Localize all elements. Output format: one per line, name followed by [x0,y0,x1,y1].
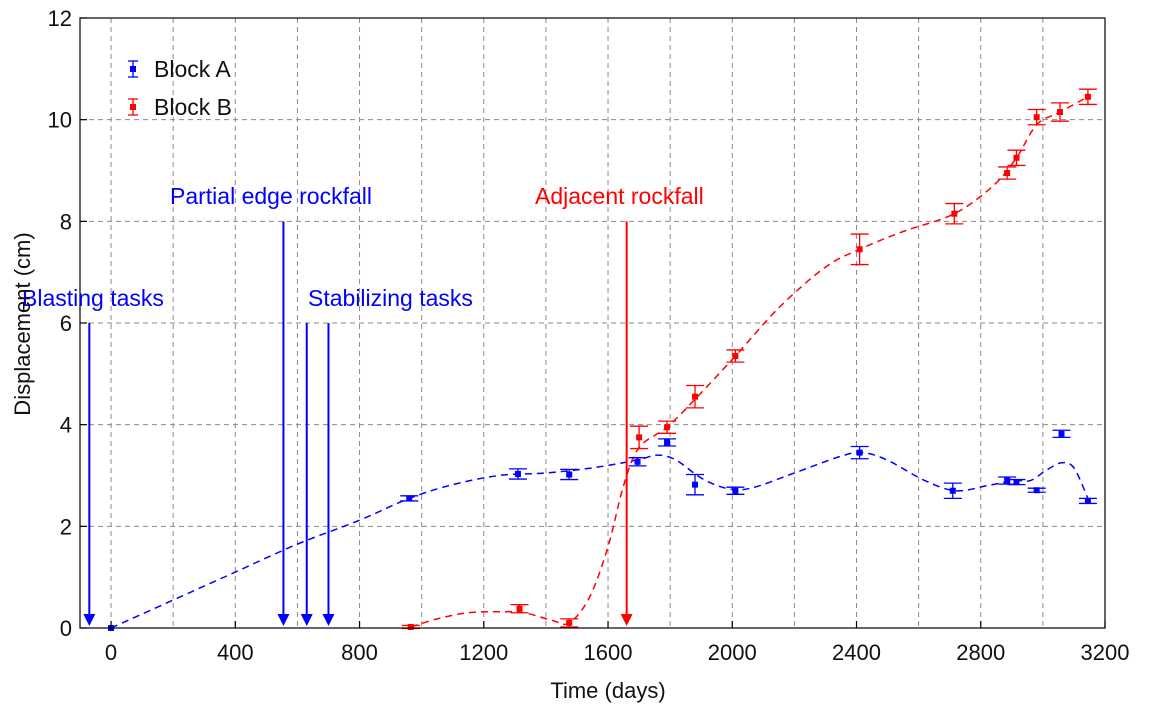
x-tick-label: 400 [217,640,254,665]
legend-label: Block B [154,94,232,120]
data-point [1078,88,1097,106]
point-marker [566,619,573,626]
point-marker [1033,487,1040,494]
annotation-label: Stabilizing tasks [308,285,473,311]
legend: Block A Block B [128,56,232,120]
point-marker [634,458,641,465]
point-marker [664,424,671,431]
data-point [850,233,869,266]
trend-line [110,451,1089,629]
annotation-label: Partial edge rockfall [170,183,372,209]
data-point [628,457,647,467]
arrow-head [300,614,313,626]
point-marker [407,623,414,630]
point-marker [1033,114,1040,121]
point-marker [692,481,698,488]
data-point [998,166,1017,180]
point-marker [514,470,521,477]
point-marker [406,495,413,502]
data-point [1078,497,1097,505]
point-marker [1004,170,1011,177]
data-point [400,495,419,502]
legend-entry: Block B [128,94,232,120]
legend-marker [130,66,136,72]
point-marker [1013,154,1020,161]
y-tick-label: 4 [60,413,72,438]
data-point [998,476,1017,485]
data-point [945,202,964,225]
point-marker [949,487,956,494]
data-point [1027,487,1046,494]
y-tick-label: 8 [60,209,72,234]
point-marker [856,449,863,456]
point-marker [664,439,671,446]
trend-lines [110,96,1089,629]
point-marker [516,605,523,612]
x-tick-label: 1200 [459,640,508,665]
grid [80,18,1105,628]
data-point [630,425,649,450]
point-marker [1058,430,1065,437]
arrow-head [322,614,335,626]
data-point [726,486,745,495]
data-point [850,445,869,460]
y-tick-label: 12 [48,6,72,31]
data-point [560,618,579,628]
y-tick-label: 2 [60,514,72,539]
point-marker [732,353,739,360]
data-point [943,482,962,500]
point-marker [692,393,698,400]
data-point [658,420,677,434]
arrow-head [277,614,290,626]
point-marker [1056,109,1063,116]
point-marker [566,471,573,478]
point-marker [1013,479,1020,486]
x-tick-label: 800 [341,640,378,665]
point-marker [1084,497,1091,504]
annotations: Blasting tasks Partial edge rockfall Stabi… [22,183,704,311]
data-point [510,603,529,614]
point-marker [636,434,643,441]
data-point [401,623,420,630]
data-point [686,473,704,496]
legend-marker [130,104,136,110]
x-tick-label: 2000 [708,640,757,665]
data-point [1007,149,1026,167]
annotation-label: Adjacent rockfall [535,183,704,209]
arrow-head [83,614,96,626]
y-tick-label: 0 [60,616,72,641]
x-tick-label: 0 [105,640,117,665]
x-axis-label: Time (days) [550,678,665,703]
data-point [1007,478,1026,486]
legend-entry: Block A [128,56,231,82]
data-point [726,349,745,363]
data-points [108,88,1097,631]
data-point [1050,102,1069,122]
legend-label: Block A [154,56,231,82]
point-marker [1084,93,1091,100]
arrow-head [620,614,633,626]
data-point [658,438,677,447]
x-tick-label: 1600 [584,640,633,665]
x-tick-label: 3200 [1081,640,1130,665]
point-marker [1004,477,1011,484]
point-marker [951,210,958,217]
x-tick-label: 2800 [956,640,1005,665]
point-marker [732,487,739,494]
y-tick-label: 6 [60,311,72,336]
data-point [686,384,704,409]
annotation-arrows [83,221,633,626]
x-tick-label: 2400 [832,640,881,665]
axis-ticks: 0 400 800 1200 1600 2000 2400 2800 3200 0 2 4 6 8 10 12 [48,6,1130,665]
point-marker [856,246,863,253]
data-point [1027,108,1046,126]
y-tick-label: 10 [48,108,72,133]
data-point [1052,429,1071,439]
trend-line [410,96,1089,628]
annotation-label: Blasting tasks [22,285,164,311]
y-axis-label: Displacement (cm) [10,232,35,415]
data-point [508,468,527,480]
data-point [560,468,579,481]
